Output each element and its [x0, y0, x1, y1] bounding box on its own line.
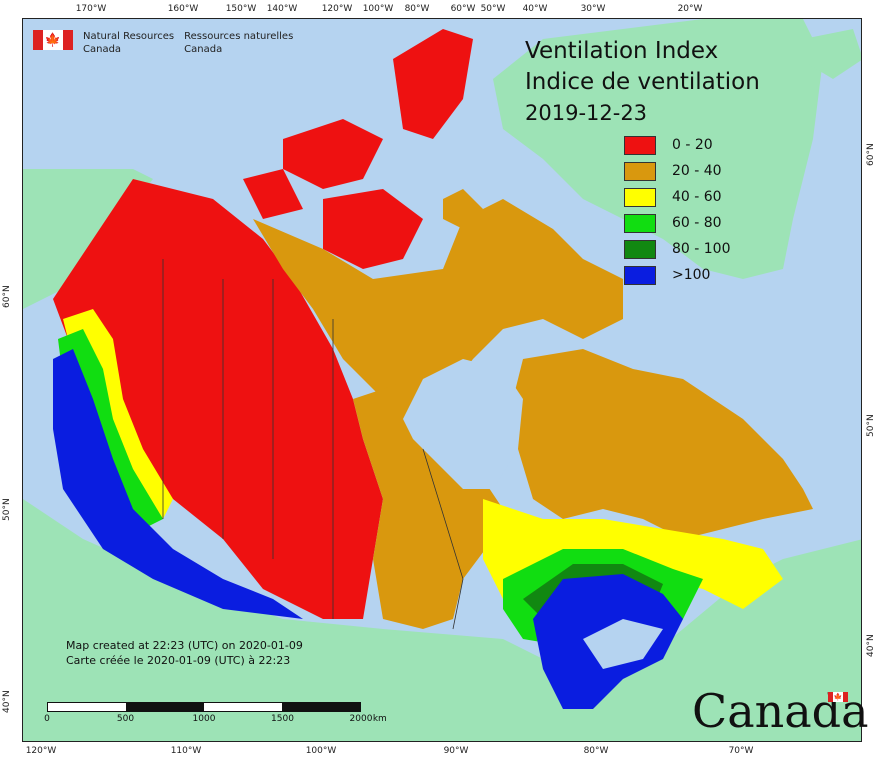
arctic-islands-1	[283, 119, 383, 189]
legend-label: 20 - 40	[672, 163, 722, 179]
region-orange-central	[353, 379, 503, 629]
region-blue-west	[53, 349, 303, 619]
legend: 0 - 20 20 - 40 40 - 60 60 - 80 80 - 100 >100	[624, 132, 731, 288]
arctic-islands-4	[243, 169, 303, 219]
tick-bottom-110w: 110°W	[170, 746, 202, 756]
legend-label: 0 - 20	[672, 137, 713, 153]
legend-swatch	[624, 135, 656, 155]
legend-swatch	[624, 161, 656, 181]
legend-item: 40 - 60	[624, 184, 731, 210]
tick-right-40n: 40°N	[866, 634, 876, 657]
province-boundaries	[162, 259, 464, 630]
legend-swatch	[624, 239, 656, 259]
legend-item: 20 - 40	[624, 158, 731, 184]
legend-item: >100	[624, 262, 731, 288]
tick-right-60n: 60°N	[866, 143, 876, 166]
region-orange-baffin	[443, 189, 483, 229]
scale-label: 1500	[271, 714, 294, 724]
map-title: Ventilation Index Indice de ventilation …	[525, 36, 760, 128]
arctic-islands-3	[323, 189, 423, 269]
tick-top-170w: 170°W	[75, 4, 107, 14]
legend-label: >100	[672, 267, 711, 283]
tick-top-100w: 100°W	[362, 4, 394, 14]
maple-leaf-icon: 🍁	[828, 692, 848, 702]
tick-top-50w: 50°W	[480, 4, 506, 14]
tick-bottom-120w: 120°W	[25, 746, 57, 756]
legend-label: 40 - 60	[672, 189, 722, 205]
arctic-islands-2	[393, 29, 473, 139]
credit-en: Map created at 22:23 (UTC) on 2020-01-09	[66, 639, 303, 652]
greenland-land	[493, 19, 823, 279]
title-date: 2019-12-23	[525, 101, 648, 125]
credit-fr: Carte créée le 2020-01-09 (UTC) à 22:23	[66, 654, 291, 667]
tick-top-140w: 140°W	[266, 4, 298, 14]
department-fr: Ressources naturelles Canada	[184, 30, 293, 56]
tick-bottom-90w: 90°W	[443, 746, 469, 756]
legend-item: 60 - 80	[624, 210, 731, 236]
map-svg	[23, 19, 861, 741]
region-red-west	[53, 179, 383, 619]
legend-swatch	[624, 213, 656, 233]
scale-bar: 0 500 1000 1500 2000 km	[44, 702, 387, 724]
department-fr-line1: Ressources naturelles	[184, 31, 294, 42]
tick-top-120w: 120°W	[321, 4, 353, 14]
department-en-line1: Natural Resources	[83, 31, 175, 42]
legend-item: 80 - 100	[624, 236, 731, 262]
scale-unit: km	[372, 714, 387, 724]
tick-top-160w: 160°W	[167, 4, 199, 14]
tick-left-60n: 60°N	[2, 285, 12, 308]
department-en-line2: Canada	[83, 44, 122, 55]
hudson-bay	[403, 359, 523, 489]
legend-swatch	[624, 265, 656, 285]
scale-label: 2000	[349, 714, 373, 724]
department-fr-line2: Canada	[184, 44, 223, 55]
title-en: Ventilation Index	[525, 38, 719, 64]
scale-bar-segments	[47, 702, 361, 712]
region-orange-quebec	[513, 349, 813, 539]
legend-label: 80 - 100	[672, 241, 731, 257]
scale-label: 0	[44, 714, 50, 724]
tick-top-30w: 30°W	[580, 4, 606, 14]
scale-label: 1000	[192, 714, 216, 724]
tick-top-40w: 40°W	[522, 4, 548, 14]
canada-flag-icon: 🍁	[33, 30, 73, 50]
iceland-land	[803, 29, 861, 79]
map-credit: Map created at 22:23 (UTC) on 2020-01-09…	[66, 638, 303, 668]
legend-item: 0 - 20	[624, 132, 731, 158]
tick-bottom-70w: 70°W	[728, 746, 754, 756]
legend-label: 60 - 80	[672, 215, 722, 231]
department-signature: 🍁 Natural Resources Canada Ressources na…	[33, 30, 293, 56]
tick-left-50n: 50°N	[2, 498, 12, 521]
tick-top-20w: 20°W	[677, 4, 703, 14]
department-en: Natural Resources Canada	[83, 30, 174, 56]
tick-bottom-80w: 80°W	[583, 746, 609, 756]
great-lakes	[583, 619, 663, 669]
usa-land	[23, 499, 861, 741]
tick-top-60w: 60°W	[450, 4, 476, 14]
legend-swatch	[624, 187, 656, 207]
scale-label: 500	[116, 714, 135, 724]
title-fr: Indice de ventilation	[525, 69, 760, 95]
scale-bar-labels: 0 500 1000 1500 2000 km	[44, 714, 387, 726]
tick-right-50n: 50°N	[866, 414, 876, 437]
tick-left-40n: 40°N	[2, 690, 12, 713]
region-orange-north	[253, 199, 623, 419]
tick-top-80w: 80°W	[404, 4, 430, 14]
tick-top-150w: 150°W	[225, 4, 257, 14]
tick-bottom-100w: 100°W	[305, 746, 337, 756]
map-canvas[interactable]	[22, 18, 862, 742]
